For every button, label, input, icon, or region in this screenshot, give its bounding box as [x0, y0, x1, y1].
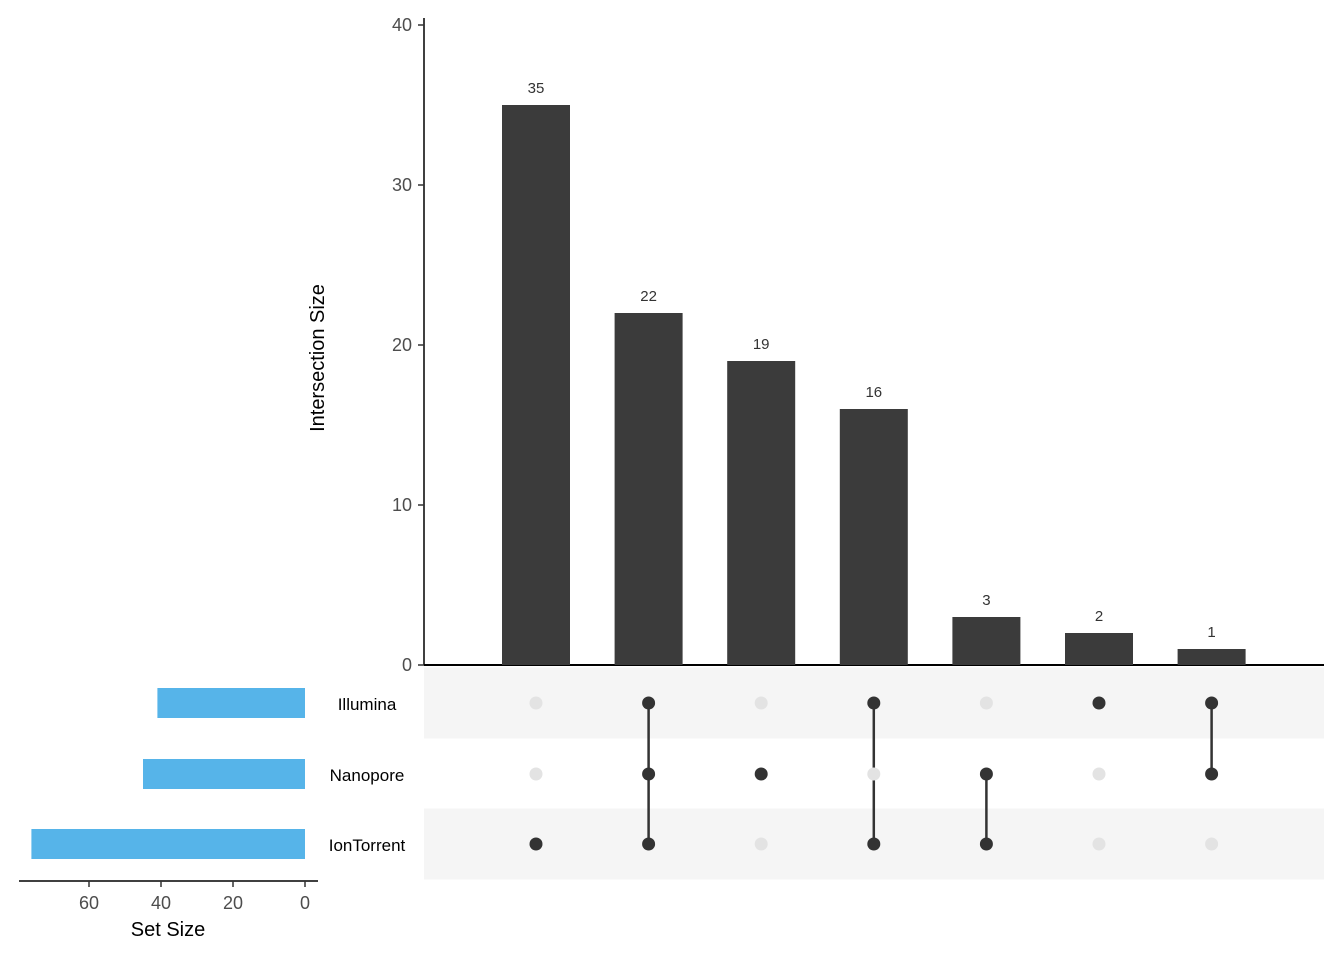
y-tick-label: 40 [392, 15, 412, 35]
x-tick-label: 20 [223, 893, 243, 913]
x-tick-label: 60 [79, 893, 99, 913]
matrix-dot-inactive [1092, 837, 1106, 851]
set-size-bar-iontorrent [31, 829, 306, 859]
x-tick-label: 0 [300, 893, 310, 913]
matrix-dot-active [867, 837, 881, 851]
y-tick-label: 0 [402, 655, 412, 675]
bar-value-label: 3 [982, 592, 990, 609]
intersection-bar [1177, 649, 1246, 665]
bar-value-label: 16 [865, 384, 882, 401]
set-label-iontorrent: IonTorrent [329, 836, 406, 855]
intersection-bars: 35 22 19 16 3 2 1 [502, 80, 1246, 665]
set-size-bar-nanopore [143, 759, 305, 789]
matrix-dot-inactive [1092, 767, 1106, 781]
matrix-dot-inactive [754, 696, 768, 710]
matrix-dot-active [979, 767, 993, 781]
y-axis-title: Intersection Size [307, 284, 329, 432]
intersection-matrix [529, 696, 1219, 851]
set-size-bars [31, 688, 306, 859]
matrix-dot-inactive [754, 837, 768, 851]
set-size-bar-illumina [157, 688, 305, 718]
x-tick-label: 40 [151, 893, 171, 913]
matrix-dot-inactive [867, 767, 881, 781]
intersection-bar [952, 617, 1021, 665]
set-size-axis: 60 40 20 0 Set Size [19, 880, 318, 941]
bar-value-label: 35 [528, 80, 545, 97]
bar-value-label: 22 [640, 288, 657, 305]
matrix-dot-active [642, 767, 656, 781]
matrix-dot-active [1205, 696, 1219, 710]
intersection-bar [502, 105, 570, 665]
matrix-dot-inactive [1205, 837, 1219, 851]
matrix-dot-active [642, 696, 656, 710]
matrix-dot-active [754, 767, 768, 781]
set-label-nanopore: Nanopore [330, 766, 405, 785]
set-labels: Illumina Nanopore IonTorrent [329, 695, 406, 855]
matrix-dot-active [1205, 767, 1219, 781]
matrix-dot-active [1092, 696, 1106, 710]
y-tick-label: 20 [392, 335, 412, 355]
x-axis-title: Set Size [131, 919, 205, 941]
intersection-bar [1065, 633, 1133, 665]
y-tick-label: 10 [392, 495, 412, 515]
intersection-bar [614, 313, 683, 665]
bar-value-label: 2 [1095, 608, 1103, 625]
set-label-illumina: Illumina [338, 695, 397, 714]
matrix-dot-active [867, 696, 881, 710]
bar-value-label: 1 [1207, 624, 1215, 641]
y-tick-label: 30 [392, 175, 412, 195]
intersection-bar [727, 361, 796, 665]
intersection-bar [839, 409, 908, 665]
bar-value-label: 19 [753, 336, 770, 353]
matrix-dot-active [979, 837, 993, 851]
matrix-dot-active [529, 837, 543, 851]
matrix-dot-active [642, 837, 656, 851]
intersection-size-axis: 0 10 20 30 40 Intersection Size [307, 15, 1324, 675]
matrix-dot-inactive [529, 767, 543, 781]
matrix-dot-inactive [979, 696, 993, 710]
matrix-dot-inactive [529, 696, 543, 710]
